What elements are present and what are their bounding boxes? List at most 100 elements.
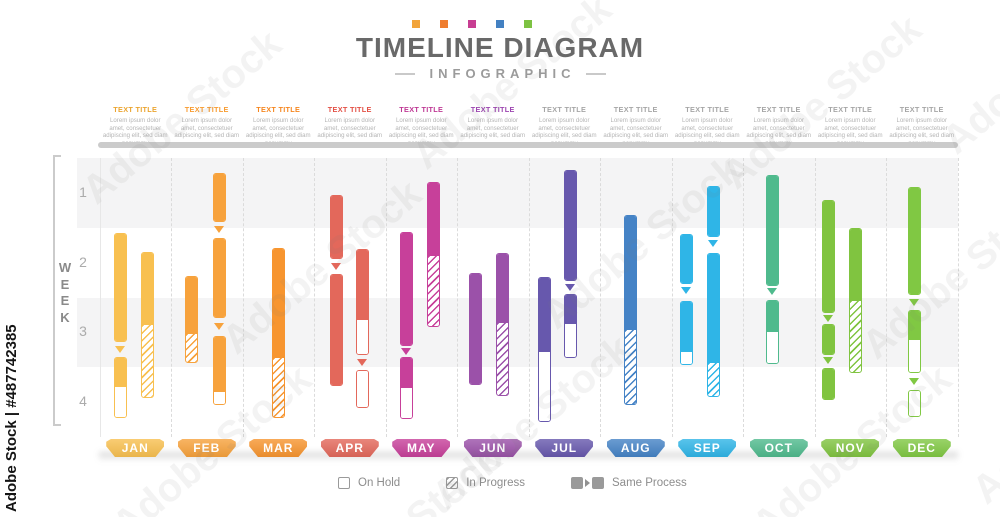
timeline-bar-segment (272, 248, 285, 418)
month-badge: JUL (535, 439, 593, 457)
bar-part-hold (401, 388, 412, 418)
timeline-bar-segment (822, 368, 835, 400)
same-process-triangle-icon (214, 323, 224, 330)
bar-part-solid (767, 301, 778, 332)
month-badge-label: JAN (122, 441, 149, 455)
bar-part-solid (850, 229, 861, 301)
bar-part-solid (767, 176, 778, 285)
column-divider-line (314, 158, 315, 437)
timeline-bar-segment (564, 170, 577, 281)
month-badge-label: OCT (765, 441, 793, 455)
timeline-bar-segment (707, 186, 720, 237)
bar-part-hold (357, 371, 368, 407)
bar-part-solid (565, 295, 576, 324)
bar-part-solid (331, 196, 342, 258)
bar-part-hold (909, 391, 920, 416)
timeline-bar-segment (538, 277, 551, 422)
column-divider-line (958, 158, 959, 437)
timeline-bar-segment (213, 238, 226, 318)
bar-part-progress (428, 256, 439, 326)
timeline-bar-segment (141, 252, 154, 398)
bar-part-solid (331, 275, 342, 385)
month-badge: JUN (464, 439, 522, 457)
column-divider-line (600, 158, 601, 437)
same-process-triangle-icon (401, 348, 411, 355)
same-process-icon (571, 477, 604, 489)
same-process-triangle-icon (214, 226, 224, 233)
bar-part-solid (565, 171, 576, 280)
timeline-bar-segment (564, 294, 577, 358)
bar-part-progress (142, 325, 153, 397)
timeline-bar-segment (680, 234, 693, 284)
same-process-triangle-icon (767, 288, 777, 295)
timeline-bar-segment (849, 228, 862, 373)
month-badge-label: MAY (407, 441, 436, 455)
bar-part-solid (401, 358, 412, 388)
bar-part-solid (214, 337, 225, 392)
same-process-triangle-icon (565, 284, 575, 291)
month-badge-label: JUL (551, 441, 577, 455)
column-divider-line (815, 158, 816, 437)
timeline-bar-segment (114, 233, 127, 342)
month-badge: DEC (893, 439, 951, 457)
column-divider-line (672, 158, 673, 437)
timeline-bar-segment (427, 182, 440, 327)
bar-part-hold (357, 320, 368, 354)
month-badge-label: AUG (621, 441, 651, 455)
week-number: 1 (70, 184, 96, 200)
bar-part-solid (401, 233, 412, 345)
legend-label: In Progress (466, 477, 525, 489)
timeline-bar-segment (114, 357, 127, 418)
bar-part-solid (708, 187, 719, 236)
month-badge: AUG (607, 439, 665, 457)
month-badge-label: JUN (479, 441, 506, 455)
month-badge: OCT (750, 439, 808, 457)
column-divider-line (743, 158, 744, 437)
timeline-bar-segment (330, 274, 343, 386)
timeline-bar-segment (356, 249, 369, 355)
column-divider-line (386, 158, 387, 437)
bar-part-progress (625, 330, 636, 404)
month-badge-label: DEC (908, 441, 936, 455)
bar-part-solid (909, 311, 920, 340)
legend-item-same_process: Same Process (571, 477, 687, 489)
bar-part-solid (909, 188, 920, 294)
bar-part-progress (708, 363, 719, 396)
bar-part-solid (214, 239, 225, 317)
timeline-bar-segment (766, 175, 779, 286)
month-badge-label: APR (336, 441, 364, 455)
timeline-bar-segment (400, 232, 413, 346)
legend-label: Same Process (612, 477, 687, 489)
bar-part-hold (565, 324, 576, 357)
bar-part-solid (115, 358, 126, 387)
timeline-bar-segment (496, 253, 509, 396)
bar-part-solid (186, 277, 197, 334)
month-badge-label: MAR (263, 441, 293, 455)
column-divider-line (171, 158, 172, 437)
same-process-arrow-icon (585, 479, 590, 487)
timeline-bar-segment (707, 253, 720, 397)
timeline-bar-segment (908, 310, 921, 373)
same-process-triangle-icon (357, 359, 367, 366)
bar-part-solid (142, 253, 153, 325)
same-process-triangle-icon (708, 240, 718, 247)
column-divider-line (886, 158, 887, 437)
bar-part-solid (497, 254, 508, 323)
same-process-triangle-icon (909, 378, 919, 385)
infographic-canvas: TIMELINE DIAGRAM INFOGRAPHIC TEXT TITLEL… (0, 0, 1000, 517)
bar-part-hold (767, 332, 778, 363)
timeline-bar-segment (400, 357, 413, 419)
bar-part-progress (850, 301, 861, 372)
timeline-bar-segment (822, 200, 835, 313)
legend-item-on_hold: On Hold (338, 477, 400, 489)
bar-part-solid (681, 302, 692, 352)
same-process-square-icon (571, 477, 583, 489)
bar-part-solid (273, 249, 284, 358)
timeline-bar-segment (213, 173, 226, 222)
timeline-bar-segment (908, 390, 921, 417)
legend-label: On Hold (358, 477, 400, 489)
month-badge: JAN (106, 439, 164, 457)
month-badge: NOV (821, 439, 879, 457)
column-divider-line (529, 158, 530, 437)
legend: On Hold In Progress Same Process (338, 477, 687, 489)
